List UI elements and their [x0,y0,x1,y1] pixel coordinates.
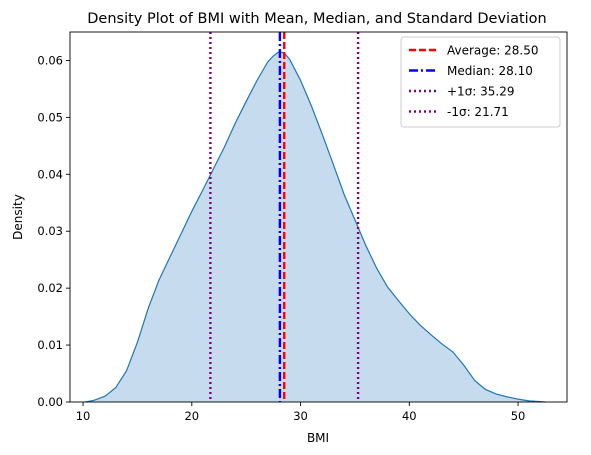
x-axis-label: BMI [307,431,329,445]
y-tick-label: 0.01 [37,338,63,352]
legend: Average: 28.50 Median: 28.10 +1σ: 35.29 -1σ… [400,36,561,128]
legend-label-4: -1σ: 21.71 [447,105,509,119]
legend-box [400,36,561,128]
y-tick-label: 0.06 [37,53,63,67]
axes-frame [69,31,568,403]
axis-ticks: 10 20 30 40 50 0.00 0.01 0.02 0.03 0.04 0.05 0.06 [37,53,525,423]
density-fill [85,51,546,403]
legend-label-1: Average: 28.50 [447,44,539,58]
legend-label-3: +1σ: 35.29 [447,85,515,99]
y-axis-label: Density [11,194,25,240]
x-tick-label: 50 [511,409,526,423]
legend-label-2: Median: 28.10 [447,64,533,78]
plot-area [69,31,568,403]
y-tick-label: 0.05 [37,110,63,124]
chart-title: Density Plot of BMI with Mean, Median, a… [87,11,546,27]
x-tick-label: 40 [402,409,417,423]
y-tick-label: 0.04 [37,167,63,181]
x-tick-label: 30 [293,409,308,423]
y-tick-label: 0.00 [37,395,63,409]
density-line [85,51,546,403]
x-tick-label: 20 [184,409,199,423]
y-tick-label: 0.03 [37,224,63,238]
y-tick-label: 0.02 [37,281,63,295]
x-tick-label: 10 [76,409,91,423]
